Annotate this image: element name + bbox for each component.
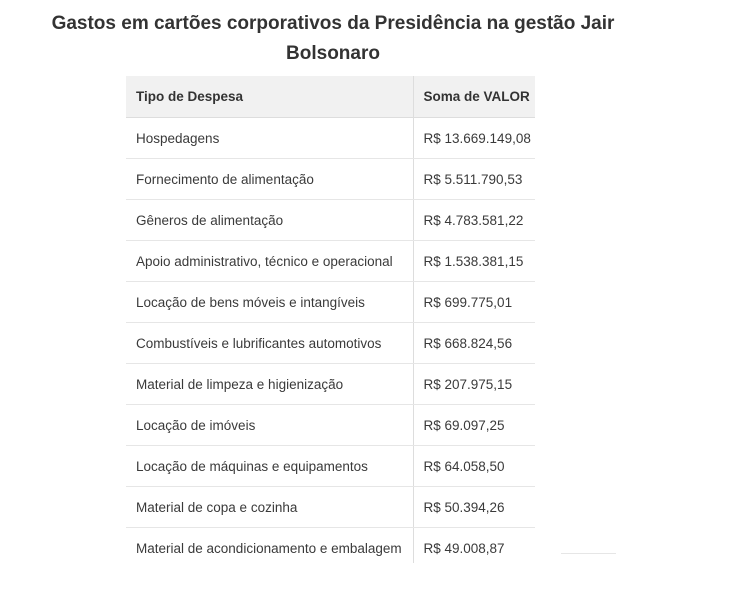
table-header-row: Tipo de Despesa Soma de VALOR [126, 76, 535, 118]
expense-type-cell: Gêneros de alimentação [126, 199, 413, 241]
table-row: Fornecimento de alimentação R$ 5.511.790… [126, 158, 535, 200]
table-row: Hospedagens R$ 13.669.149,08 [126, 117, 535, 159]
column-header-value-sum: Soma de VALOR [412, 76, 535, 118]
value-cell: R$ 49.008,87 [412, 527, 535, 563]
expense-table: Tipo de Despesa Soma de VALOR Hospedagen… [126, 76, 535, 563]
table-row: Gêneros de alimentação R$ 4.783.581,22 [126, 199, 535, 241]
table-row: Locação de imóveis R$ 69.097,25 [126, 404, 535, 446]
value-cell: R$ 699.775,01 [412, 281, 535, 323]
table-row: Material de acondicionamento e embalagem… [126, 527, 535, 563]
expense-type-cell: Combustíveis e lubrificantes automotivos [126, 322, 413, 364]
expense-type-cell: Locação de bens móveis e intangíveis [126, 281, 413, 323]
table-row: Material de copa e cozinha R$ 50.394,26 [126, 486, 535, 528]
table-row: Locação de bens móveis e intangíveis R$ … [126, 281, 535, 323]
divider [561, 553, 616, 554]
expense-type-cell: Locação de máquinas e equipamentos [126, 445, 413, 487]
value-cell: R$ 5.511.790,53 [412, 158, 535, 200]
table-row: Apoio administrativo, técnico e operacio… [126, 240, 535, 282]
expense-type-cell: Material de copa e cozinha [126, 486, 413, 528]
expense-type-cell: Apoio administrativo, técnico e operacio… [126, 240, 413, 282]
table-row: Material de limpeza e higienização R$ 20… [126, 363, 535, 405]
expense-table-container[interactable]: Tipo de Despesa Soma de VALOR Hospedagen… [126, 76, 535, 563]
expense-type-cell: Material de acondicionamento e embalagem [126, 527, 413, 563]
value-cell: R$ 207.975,15 [412, 363, 535, 405]
expense-type-cell: Fornecimento de alimentação [126, 158, 413, 200]
value-cell: R$ 4.783.581,22 [412, 199, 535, 241]
table-row: Locação de máquinas e equipamentos R$ 64… [126, 445, 535, 487]
table-row: Combustíveis e lubrificantes automotivos… [126, 322, 535, 364]
value-cell: R$ 69.097,25 [412, 404, 535, 446]
value-cell: R$ 1.538.381,15 [412, 240, 535, 282]
expense-type-cell: Material de limpeza e higienização [126, 363, 413, 405]
expense-type-cell: Locação de imóveis [126, 404, 413, 446]
value-cell: R$ 13.669.149,08 [412, 117, 535, 159]
expense-type-cell: Hospedagens [126, 117, 413, 159]
value-cell: R$ 50.394,26 [412, 486, 535, 528]
column-header-expense-type: Tipo de Despesa [126, 76, 413, 118]
value-cell: R$ 64.058,50 [412, 445, 535, 487]
page-title: Gastos em cartões corporativos da Presid… [51, 13, 615, 64]
value-cell: R$ 668.824,56 [412, 322, 535, 364]
